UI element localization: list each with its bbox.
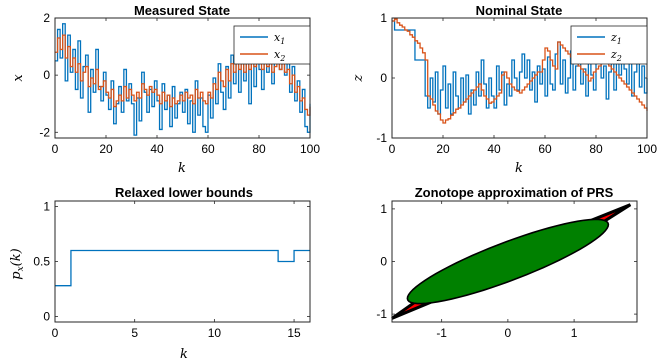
- legend-label-z2: z2: [610, 48, 622, 63]
- series-line-x2: [55, 34, 311, 116]
- measured-state-chart: Measured State 0 20 40 60 80 100-202 k x x1 x…: [11, 3, 320, 176]
- x-tick-label: 0: [52, 142, 59, 156]
- axes-frame: [391, 200, 638, 323]
- zonotope-chart: Zonotope approximation of PRS -1 0 1 -1 0 1: [376, 185, 638, 340]
- y-tick-label: 0: [380, 71, 387, 85]
- x-tick-label: -1: [436, 326, 447, 340]
- series-line-series-0: [55, 249, 310, 287]
- chart-title: Measured State: [134, 3, 230, 18]
- legend-box: [233, 25, 311, 65]
- y-tick-label: 1: [380, 11, 387, 25]
- y-tick-label: 2: [43, 11, 50, 25]
- series-line-z1: [392, 20, 648, 115]
- legend: x1 x2: [233, 25, 311, 65]
- y-tick-label: -2: [39, 125, 50, 139]
- x-tick-label: 15: [287, 326, 301, 340]
- y-axis-label: z: [351, 74, 366, 82]
- y-tick-label: 1: [43, 200, 50, 214]
- axes-frame: [54, 17, 311, 139]
- x-tick-label: 40: [150, 142, 164, 156]
- legend-box: [570, 25, 648, 65]
- x-tick-label: 40: [487, 142, 501, 156]
- x-tick-label: 100: [300, 142, 320, 156]
- x-tick-label: 20: [99, 142, 113, 156]
- prs-ellipse: [406, 218, 610, 305]
- y-tick-label: 0: [380, 255, 387, 269]
- series-group: [391, 203, 632, 320]
- x-tick-label: 100: [637, 142, 657, 156]
- y-tick-label: 0: [43, 68, 50, 82]
- y-axis-label: x: [11, 74, 26, 82]
- y-tick-label: 0.5: [33, 255, 50, 269]
- legend-label-x1: x1: [274, 31, 285, 46]
- x-tick-label: 1: [571, 326, 578, 340]
- x-tick-label: 5: [131, 326, 138, 340]
- tick-labels: 0 20 40 60 80 100-202: [39, 11, 320, 156]
- x-tick-label: 60: [538, 142, 552, 156]
- x-tick-label: 80: [252, 142, 266, 156]
- axes-frame: [54, 200, 311, 323]
- x-axis-label: k: [515, 161, 523, 176]
- chart-title: Zonotope approximation of PRS: [415, 185, 614, 200]
- series-group: [55, 249, 310, 287]
- series-group: [55, 23, 311, 136]
- legend-label-z1: z1: [610, 31, 622, 46]
- x-axis-label: k: [178, 161, 186, 176]
- x-tick-label: 10: [208, 326, 222, 340]
- chart-title: Relaxed lower bounds: [115, 185, 253, 200]
- x-tick-label: 60: [201, 142, 215, 156]
- y-tick-label: -1: [376, 131, 387, 145]
- x-tick-label: 20: [436, 142, 450, 156]
- x-tick-label: 80: [589, 142, 603, 156]
- x-tick-label: 0: [505, 326, 512, 340]
- nominal-state-chart: Nominal State 0 20 40 60 80 100-101 k z z1 z2: [351, 3, 657, 176]
- axes-frame: [391, 17, 648, 139]
- y-tick-label: 0: [43, 310, 50, 324]
- y-tick-label: 1: [380, 202, 387, 216]
- legend: z1 z2: [570, 25, 648, 65]
- chart-title: Nominal State: [476, 3, 563, 18]
- series-line-x1: [55, 23, 311, 136]
- tick-labels: 0 20 40 60 80 100-101: [376, 11, 657, 156]
- x-axis-label: k: [180, 347, 188, 362]
- y-tick-label: -1: [376, 307, 387, 321]
- x-tick-label: 0: [389, 142, 396, 156]
- x-tick-label: 0: [52, 326, 59, 340]
- y-axis-label: px(k): [9, 248, 26, 279]
- relaxed-lower-bounds-chart: Relaxed lower bounds 0 5 10 15 0 0.5 1 k px(k): [9, 185, 311, 362]
- legend-label-x2: x2: [274, 48, 285, 63]
- tick-labels: 0 5 10 15 0 0.5 1: [33, 200, 310, 340]
